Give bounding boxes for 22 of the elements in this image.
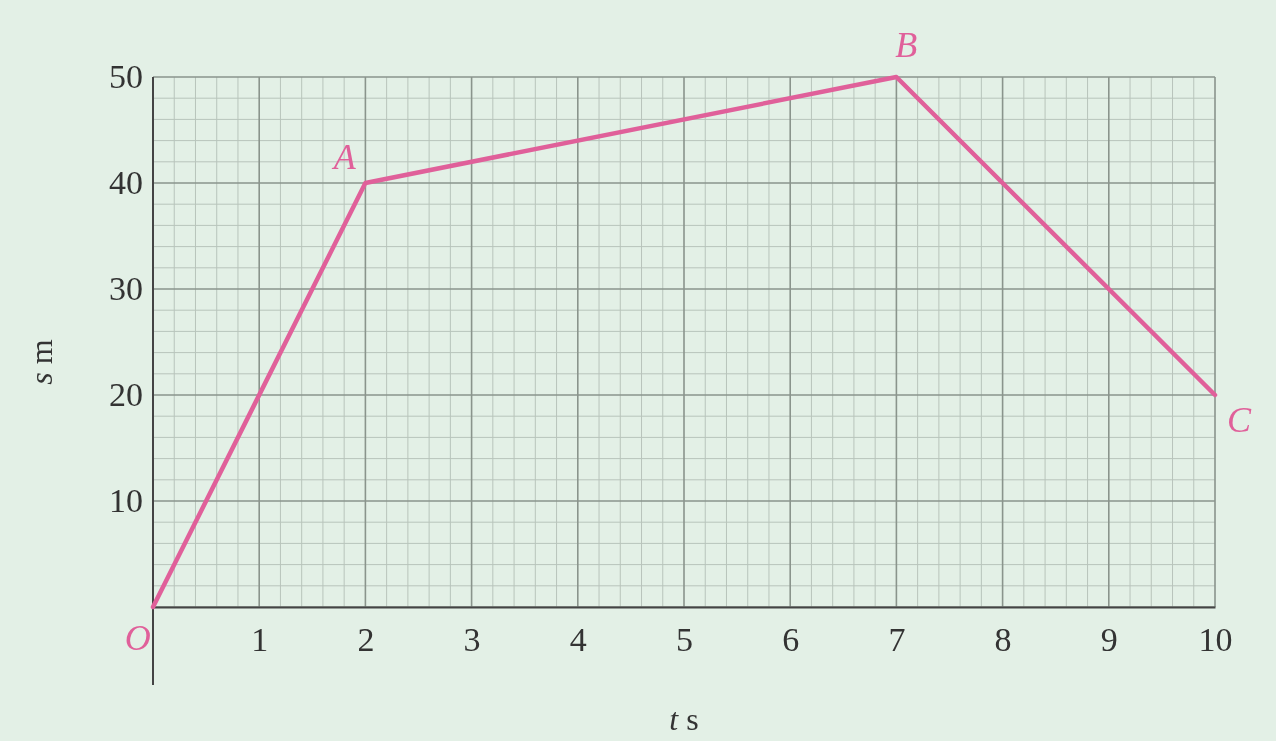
annotation: B <box>895 25 918 66</box>
y-tick-label: 10 <box>109 482 143 520</box>
y-axis-title: s m <box>23 339 59 385</box>
y-tick-label: 30 <box>109 270 143 308</box>
line-series <box>150 74 1218 610</box>
y-tick-label: 50 <box>109 58 143 96</box>
x-tick-label: 10 <box>1198 621 1233 659</box>
x-tick-label: 7 <box>888 621 906 659</box>
x-tick-label: 2 <box>357 621 375 659</box>
x-tick-label: 8 <box>994 621 1012 659</box>
x-tick-label: 6 <box>782 621 800 659</box>
y-tick-label: 20 <box>109 376 143 414</box>
x-tick-label: 4 <box>569 621 587 659</box>
y-tick-label: 40 <box>109 164 143 202</box>
x-tick-label: 1 <box>251 621 269 659</box>
annotation: A <box>331 136 357 177</box>
x-tick-label: 9 <box>1100 621 1118 659</box>
x-tick-label: 3 <box>463 621 481 659</box>
x-tick-label: 5 <box>676 621 693 659</box>
x-axis-title: t s <box>669 701 699 737</box>
annotation: O <box>124 618 151 658</box>
annotation: C <box>1227 399 1253 440</box>
